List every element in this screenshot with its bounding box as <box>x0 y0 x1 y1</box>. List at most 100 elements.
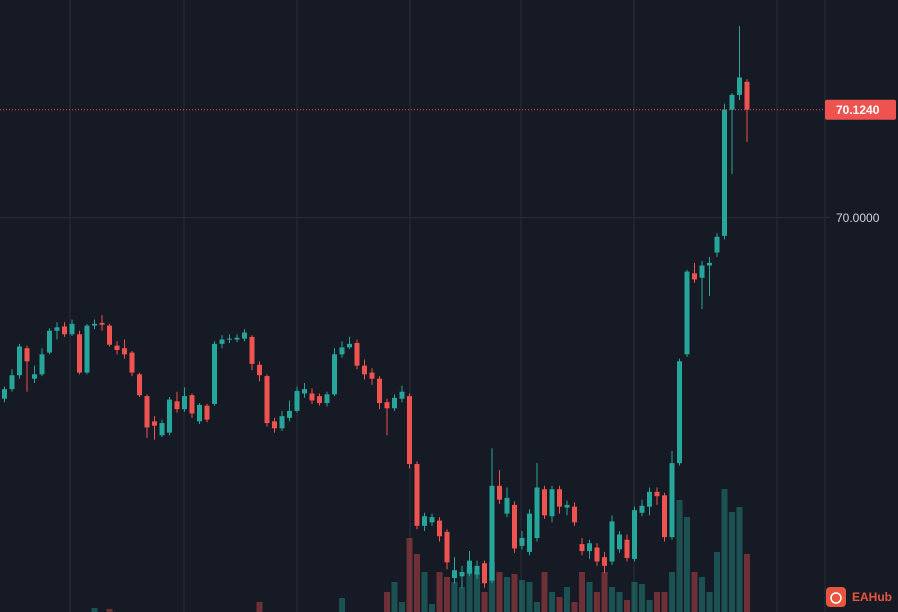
candle-body <box>467 560 472 574</box>
watermark: EAHub <box>826 587 892 607</box>
candle-body <box>152 421 157 426</box>
candle-body <box>354 342 360 366</box>
candle-body <box>377 378 382 404</box>
candle-body <box>474 565 480 575</box>
volume-bar <box>474 572 480 612</box>
candle-body <box>699 265 705 278</box>
candle-body <box>737 77 742 95</box>
volume-bar <box>579 572 585 612</box>
candle-body <box>572 506 577 523</box>
volume-bar <box>526 582 533 612</box>
volume-bar <box>339 598 345 612</box>
candle-body <box>39 354 45 375</box>
time-grid <box>69 0 778 612</box>
candle-body <box>174 401 180 410</box>
candle-body <box>384 402 390 409</box>
candle-body <box>669 463 675 538</box>
volume-bar <box>391 582 398 612</box>
candle-body <box>189 395 195 414</box>
candle-body <box>212 343 217 404</box>
candle-body <box>197 404 202 422</box>
candle-body <box>324 394 330 404</box>
candle-body <box>279 416 285 429</box>
candle-body <box>692 273 697 280</box>
volume-bar <box>504 577 510 612</box>
volume-bar <box>451 582 458 612</box>
candle-body <box>129 352 135 373</box>
watermark-icon-face <box>830 592 842 604</box>
candle-body <box>617 534 622 550</box>
volume-bar <box>414 554 420 612</box>
volume-bar <box>616 592 623 612</box>
volume-bar <box>556 597 563 612</box>
candle-body <box>564 504 570 508</box>
candle-body <box>729 94 735 110</box>
candle-body <box>407 396 412 465</box>
last-price-box <box>825 99 896 120</box>
candle-body <box>144 396 150 428</box>
volume-bar <box>744 554 750 612</box>
volume-bar <box>496 572 503 612</box>
volume-bar <box>106 609 113 612</box>
volume-bar <box>699 577 705 612</box>
candle-body <box>99 322 105 325</box>
candle-body <box>639 505 645 513</box>
candle-body <box>69 323 75 335</box>
candle-body <box>512 504 517 549</box>
candle-body <box>54 327 60 331</box>
candle-body <box>684 271 690 355</box>
volume-bar <box>406 538 413 612</box>
volume-bar <box>646 600 653 612</box>
candle-body <box>429 517 435 523</box>
candle-body <box>399 391 405 399</box>
candle-body <box>302 389 307 394</box>
candle-body <box>257 364 262 376</box>
candle-body <box>579 544 585 552</box>
candle-body <box>602 557 607 566</box>
candle-body <box>167 399 172 433</box>
volume-bar <box>489 562 495 612</box>
volume-bar <box>511 574 518 612</box>
candle-body <box>654 491 660 497</box>
candle-body <box>662 495 667 538</box>
candle-body <box>369 372 375 379</box>
candle-body <box>519 538 525 546</box>
volume-bar <box>429 604 435 612</box>
candle-body <box>234 337 240 340</box>
volume-bar <box>481 592 488 612</box>
candle-body <box>317 396 322 404</box>
candle-body <box>219 339 225 344</box>
candle-body <box>722 109 727 236</box>
candle-body <box>549 489 555 517</box>
volume-bar <box>571 602 578 612</box>
volume-bar <box>721 489 728 612</box>
volume-bar <box>654 592 660 612</box>
volume-bar <box>669 572 675 612</box>
candle-body <box>32 374 37 379</box>
volume-bar <box>594 592 600 612</box>
volume-bar <box>714 552 720 612</box>
candle-body <box>347 343 352 348</box>
candle-body <box>332 354 337 395</box>
volume-bar <box>676 500 683 612</box>
volume-bar <box>661 592 668 612</box>
y-tick-label: 70.0000 <box>836 211 880 225</box>
candle-body <box>249 336 255 364</box>
candle-body <box>534 487 540 539</box>
candle-body <box>489 485 495 581</box>
candle-body <box>504 497 510 514</box>
volume-bar <box>384 592 390 612</box>
candle-body <box>122 348 127 355</box>
candle-body <box>647 491 652 507</box>
candle-body <box>264 376 270 424</box>
candle-body <box>137 374 142 396</box>
volume-bar <box>541 572 548 612</box>
volume-bar <box>91 608 98 612</box>
volume-bar <box>549 592 555 612</box>
candle-body <box>77 334 82 373</box>
candle-body <box>482 563 487 584</box>
watermark-icon <box>826 587 846 607</box>
candle-body <box>272 421 277 429</box>
candle-body <box>62 326 67 335</box>
